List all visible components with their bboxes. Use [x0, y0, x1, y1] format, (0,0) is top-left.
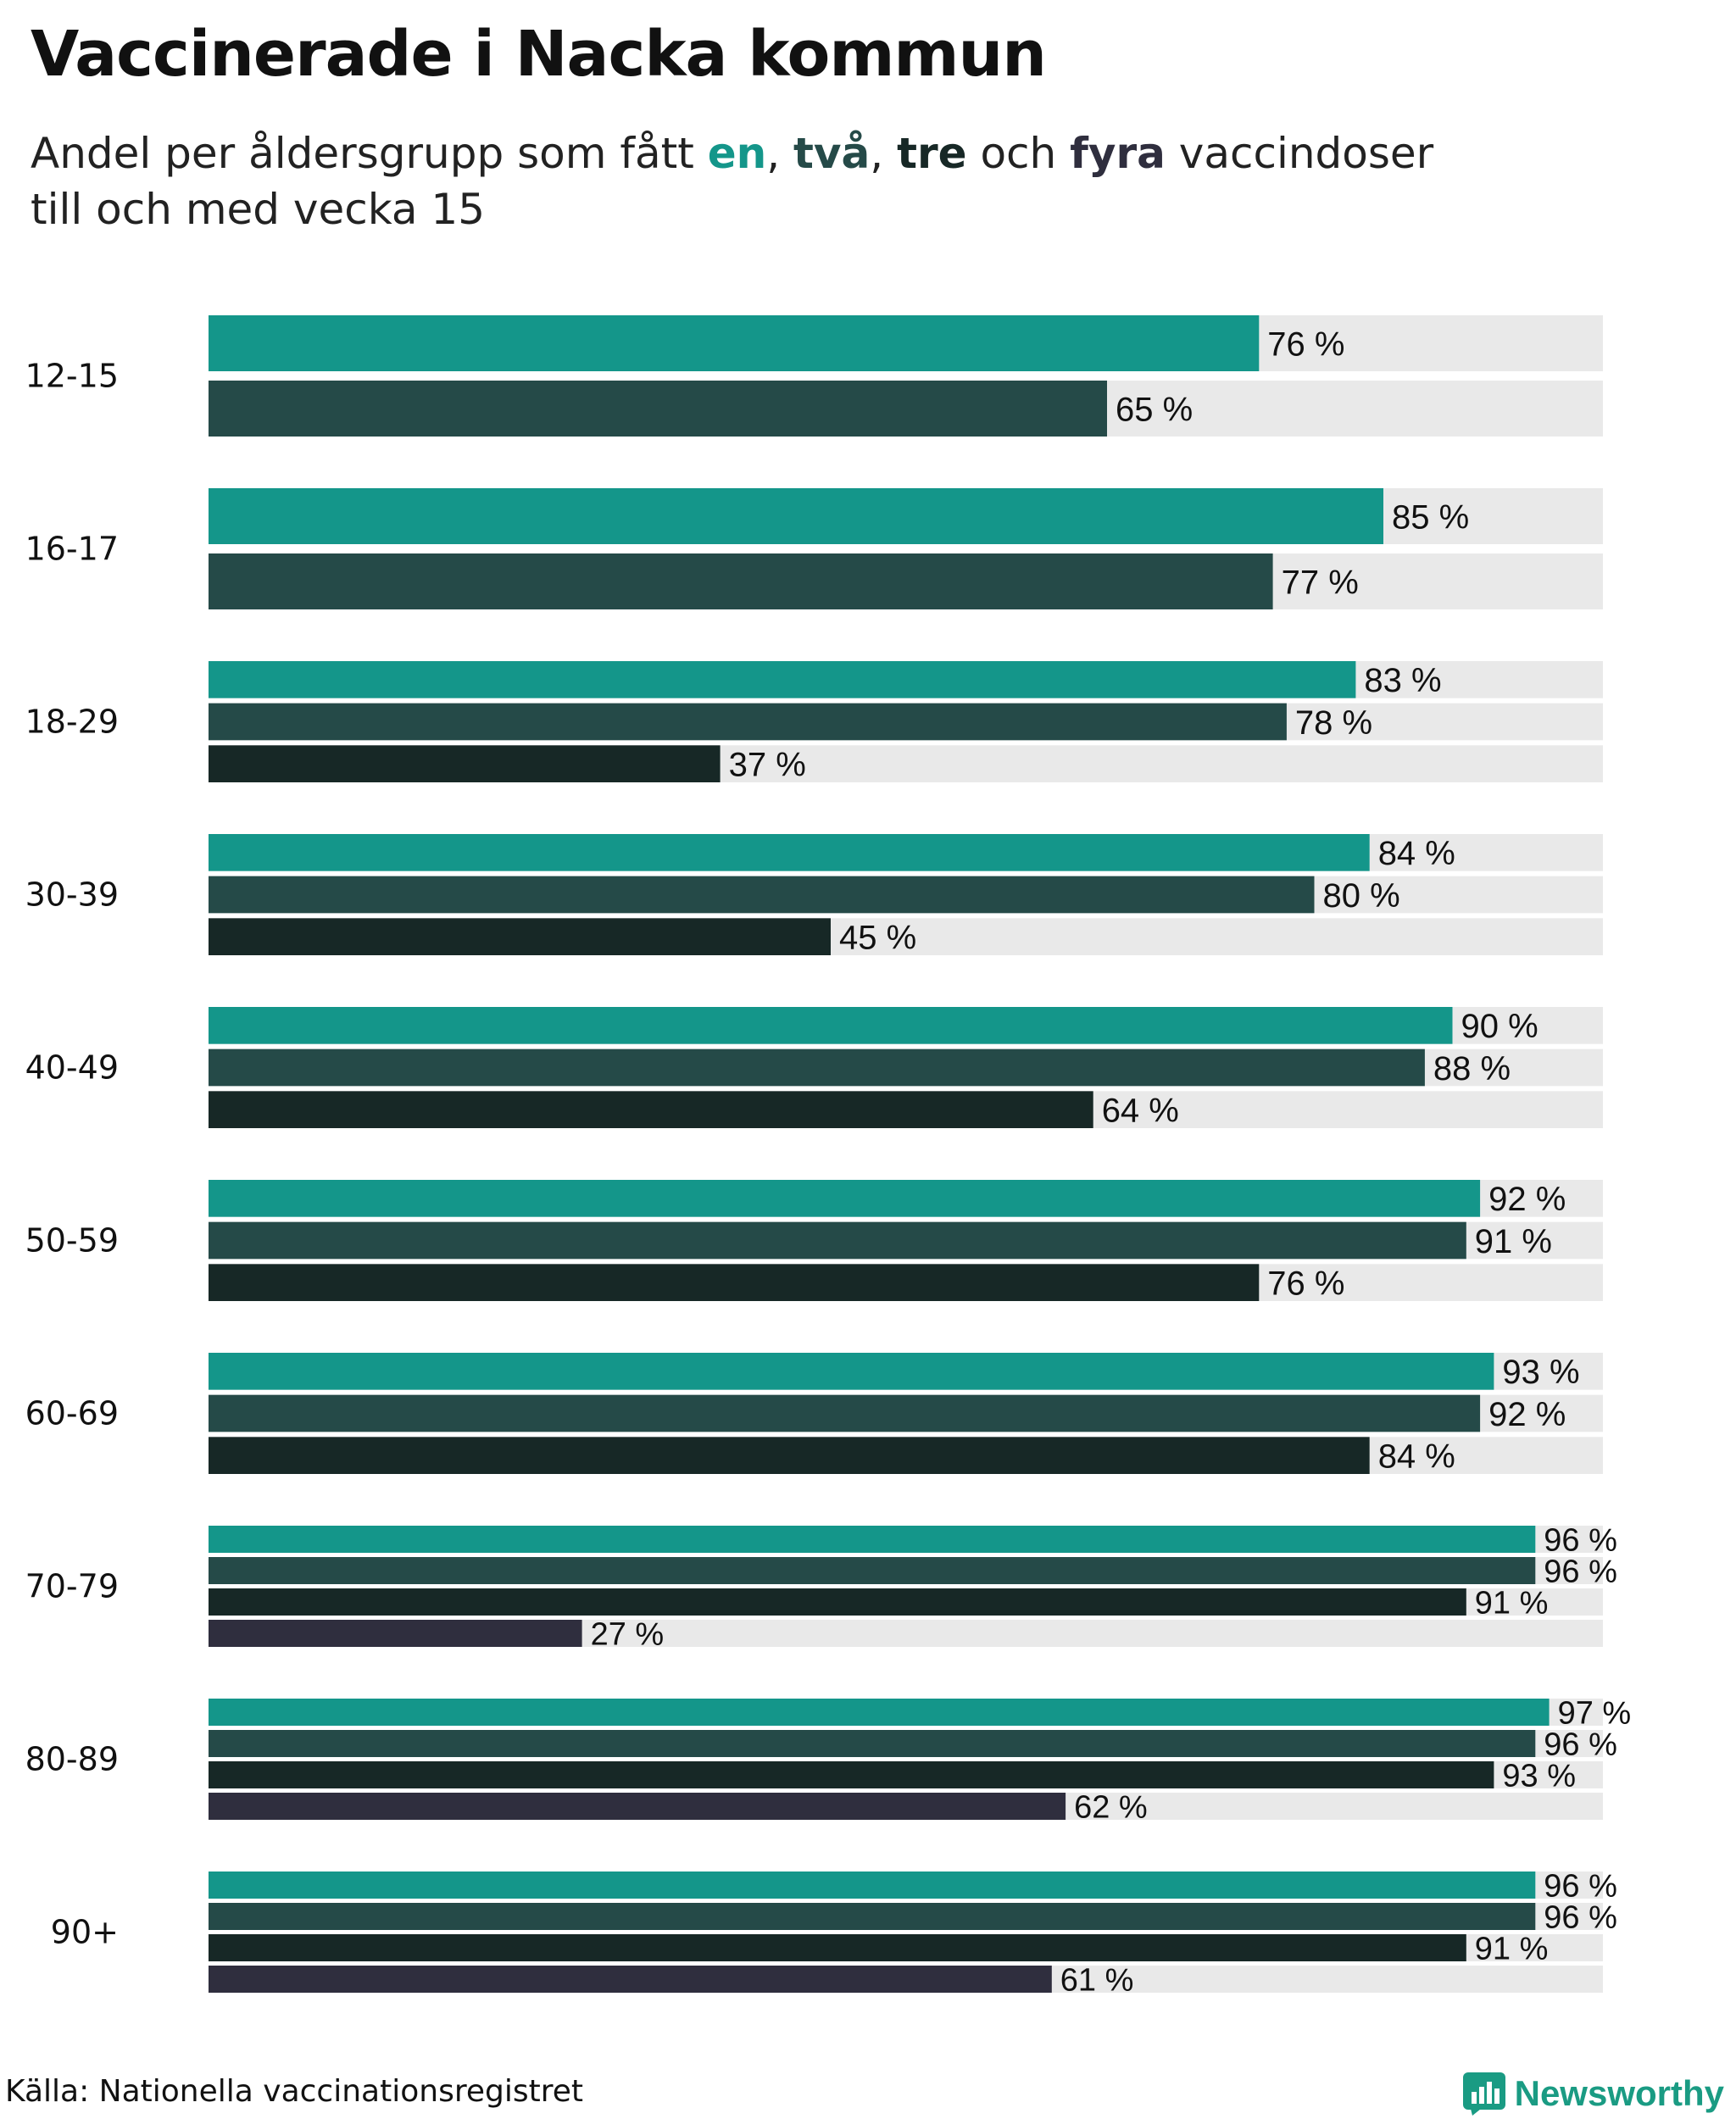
bar-dose-one — [209, 1007, 1453, 1044]
bar-dose-two — [209, 1730, 1536, 1757]
legend-dose-one: en — [707, 129, 767, 178]
category-label: 16-17 — [25, 531, 119, 568]
bar-value-label: 76 % — [1267, 1265, 1344, 1303]
category-label: 50-59 — [25, 1222, 119, 1260]
bar-value-label: 90 % — [1461, 1008, 1538, 1045]
bar-dose-two — [209, 876, 1315, 914]
bar-dose-one — [209, 488, 1383, 544]
brand-name: Newsworthy — [1514, 2073, 1724, 2113]
category-label: 90+ — [51, 1914, 119, 1951]
bar-value-label: 77 % — [1282, 564, 1359, 601]
bar-value-label: 27 % — [591, 1617, 665, 1653]
bar-value-label: 84 % — [1378, 835, 1455, 872]
category-label: 40-49 — [25, 1049, 119, 1087]
bar-value-label: 96 % — [1544, 1727, 1617, 1763]
bar-value-label: 80 % — [1323, 877, 1400, 915]
bar-dose-three — [209, 1934, 1466, 1961]
subtitle-separator: och — [966, 129, 1071, 178]
bar-value-label: 65 % — [1116, 391, 1193, 428]
subtitle-line-2: till och med vecka 15 — [31, 185, 486, 234]
bar-dose-four — [209, 1620, 582, 1647]
bar-value-label: 88 % — [1433, 1050, 1511, 1087]
bar-value-label: 92 % — [1488, 1396, 1566, 1433]
bar-value-label: 97 % — [1558, 1696, 1632, 1732]
bar-dose-three — [209, 745, 721, 782]
bar-dose-one — [209, 1526, 1536, 1553]
bar-value-label: 96 % — [1544, 1900, 1617, 1936]
bar-value-label: 92 % — [1488, 1181, 1566, 1218]
bar-dose-three — [209, 918, 831, 955]
bar-dose-one — [209, 1699, 1550, 1726]
bar-value-label: 76 % — [1267, 325, 1344, 363]
category-label: 30-39 — [25, 876, 119, 914]
bar-dose-one — [209, 661, 1356, 698]
bar-value-label: 85 % — [1392, 498, 1469, 536]
bar-value-label: 96 % — [1544, 1523, 1617, 1559]
bar-value-label: 45 % — [839, 920, 916, 957]
bar-value-label: 96 % — [1544, 1554, 1617, 1590]
bar-value-label: 78 % — [1295, 704, 1372, 742]
bar-value-label: 93 % — [1502, 1354, 1579, 1391]
bar-value-label: 37 % — [729, 747, 806, 784]
bar-dose-four — [209, 1793, 1066, 1820]
bar-dose-two — [209, 1557, 1536, 1584]
category-label: 80-89 — [25, 1741, 119, 1778]
category-label: 18-29 — [25, 704, 119, 741]
bar-dose-three — [209, 1761, 1494, 1788]
bar-value-label: 83 % — [1364, 662, 1441, 699]
bar-dose-three — [209, 1091, 1093, 1128]
bar-dose-four — [209, 1966, 1052, 1993]
bar-dose-two — [209, 1903, 1536, 1930]
bar-dose-three — [209, 1588, 1466, 1616]
bar-dose-two — [209, 1048, 1425, 1087]
subtitle-text: Andel per åldersgrupp som fått — [31, 129, 708, 178]
bar-dose-three — [209, 1264, 1260, 1301]
bar-dose-two — [209, 703, 1287, 741]
bar-value-label: 91 % — [1475, 1932, 1549, 1967]
bar-dose-two — [209, 1394, 1481, 1432]
bar-value-label: 91 % — [1475, 1223, 1552, 1260]
bar-dose-one — [209, 1180, 1481, 1217]
legend-dose-three: tre — [897, 129, 967, 178]
category-label: 60-69 — [25, 1395, 119, 1432]
bar-value-label: 61 % — [1060, 1963, 1134, 1999]
bar-dose-one — [209, 315, 1260, 371]
subtitle-text: vaccindoser — [1165, 129, 1434, 178]
subtitle-separator: , — [766, 129, 794, 178]
bar-value-label: 62 % — [1074, 1790, 1148, 1826]
chart-title: Vaccinerade i Nacka kommun — [31, 18, 1047, 91]
brand-logo: Newsworthy — [1462, 2068, 1724, 2119]
bar-value-label: 96 % — [1544, 1869, 1617, 1905]
bar-value-label: 93 % — [1502, 1759, 1576, 1794]
bar-dose-two — [209, 1221, 1466, 1260]
source-note: Källa: Nationella vaccinationsregistret — [5, 2074, 583, 2109]
bar-value-label: 64 % — [1102, 1093, 1179, 1130]
bar-dose-one — [209, 1872, 1536, 1899]
bar-dose-two — [209, 381, 1107, 437]
chart-subtitle: Andel per åldersgrupp som fått en, två, … — [31, 125, 1556, 237]
bar-dose-three — [209, 1437, 1370, 1474]
newsworthy-logo-icon — [1462, 2072, 1505, 2116]
bar-dose-two — [209, 553, 1273, 609]
legend-dose-two: två — [793, 129, 871, 178]
category-label: 70-79 — [25, 1568, 119, 1605]
legend-dose-four: fyra — [1070, 129, 1166, 178]
subtitle-separator: , — [870, 129, 898, 178]
bar-dose-one — [209, 834, 1370, 871]
bar-value-label: 91 % — [1475, 1586, 1549, 1621]
bar-value-label: 84 % — [1378, 1438, 1455, 1476]
category-label: 12-15 — [25, 358, 119, 395]
bar-dose-one — [209, 1353, 1494, 1390]
